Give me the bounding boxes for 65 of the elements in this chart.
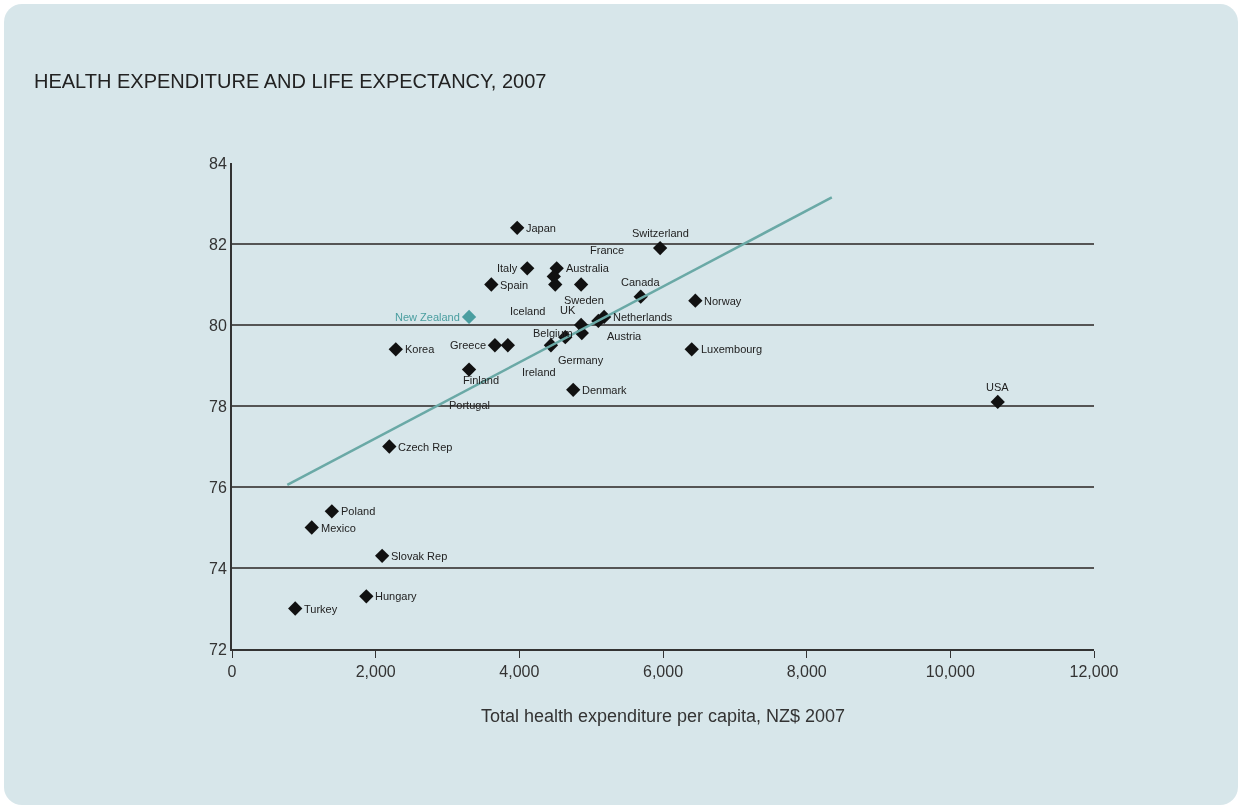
annotation: UK <box>560 304 576 316</box>
annotation: Iceland <box>510 305 546 317</box>
annotation: Spain <box>500 279 529 291</box>
annotation: Austria <box>607 330 643 342</box>
point <box>566 382 581 397</box>
annotation: Mexico <box>321 522 356 534</box>
annotation: Ireland <box>522 366 556 378</box>
point <box>500 338 515 353</box>
x-tick-label: 12,000 <box>1069 663 1119 681</box>
point <box>288 601 303 616</box>
point <box>684 342 699 357</box>
point <box>520 261 535 276</box>
annotation: USA <box>986 381 1010 393</box>
annotation: Norway <box>704 295 742 307</box>
point <box>359 589 374 604</box>
annotation: Luxembourg <box>701 343 763 355</box>
annotation: New Zealand <box>395 311 460 323</box>
point <box>484 277 499 292</box>
annotation: Denmark <box>582 384 628 396</box>
y-tick-label: 72 <box>209 640 227 658</box>
point <box>382 439 397 454</box>
annotation: Slovak Rep <box>391 550 448 562</box>
x-tick-label: 10,000 <box>925 663 975 681</box>
annotation: Sweden <box>564 294 604 306</box>
point <box>652 240 668 256</box>
annotation: Canada <box>621 276 661 288</box>
annotation: Poland <box>341 505 376 517</box>
point <box>487 338 503 353</box>
annotation: Germany <box>558 354 604 366</box>
annotation: Turkey <box>304 603 338 615</box>
x-tick-label: 8,000 <box>786 663 827 681</box>
point <box>324 504 339 519</box>
annotation: Korea <box>405 343 436 355</box>
point <box>374 548 390 563</box>
x-tick-label: 0 <box>227 663 237 681</box>
annotation: Czech Rep <box>398 441 453 453</box>
x-axis-title: Total health expenditure per capita, NZ$ 2007 <box>480 705 846 726</box>
annotation: Greece <box>450 339 487 351</box>
x-tick-label: 6,000 <box>642 663 684 681</box>
point <box>388 342 403 357</box>
y-tick-label: 74 <box>209 559 227 577</box>
annotation: Finland <box>463 374 500 386</box>
x-tick-label: 2,000 <box>355 663 396 681</box>
y-tick-label: 82 <box>209 235 227 253</box>
point <box>461 309 477 325</box>
x-tick-label: 4,000 <box>499 663 540 681</box>
annotation: Australia <box>566 262 610 274</box>
y-tick-label: 84 <box>209 154 227 172</box>
point <box>548 277 563 292</box>
annotation: Italy <box>497 262 518 274</box>
annotation: Hungary <box>375 590 418 602</box>
point <box>510 220 525 235</box>
point <box>573 277 589 292</box>
point <box>688 293 703 308</box>
point <box>461 362 477 377</box>
point <box>304 520 319 535</box>
y-tick-label: 76 <box>209 478 227 496</box>
annotation: Switzerland <box>632 227 689 239</box>
y-tick-label: 80 <box>209 316 227 334</box>
chart-title: HEALTH EXPENDITURE AND LIFE EXPECTANCY, 2007 <box>34 70 547 92</box>
annotation: Netherlands <box>613 311 673 323</box>
point <box>990 394 1005 410</box>
y-tick-label: 78 <box>209 397 227 415</box>
annotation: France <box>590 244 625 256</box>
annotation: Japan <box>526 222 556 234</box>
